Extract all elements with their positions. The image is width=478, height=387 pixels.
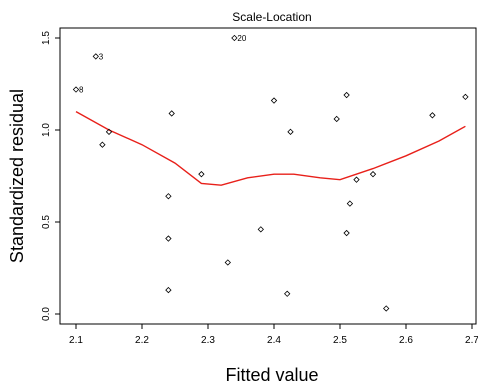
data-point: [429, 112, 436, 119]
data-point: [270, 97, 278, 104]
y-tick-label: 1.0: [41, 123, 52, 137]
data-point: [257, 226, 264, 233]
y-axis-label: Standardized residual: [7, 89, 27, 263]
y-tick-label: 1.5: [41, 31, 52, 45]
data-point: [99, 141, 106, 148]
data-point: [165, 235, 172, 242]
y-tick-label: 0.0: [41, 307, 52, 321]
x-axis: 2.1 2.2 2.3 2.4 2.5 2.6 2.7: [69, 324, 478, 346]
data-point: [198, 170, 205, 178]
data-point: [224, 259, 231, 266]
x-tick-label: 2.3: [201, 335, 215, 346]
plot-frame: [59, 27, 477, 325]
data-point: [105, 128, 113, 136]
x-tick-label: 2.1: [69, 335, 83, 346]
x-tick-label: 2.6: [399, 335, 413, 346]
data-point: [92, 53, 99, 60]
point-label: 3: [99, 52, 104, 61]
x-tick-label: 2.7: [465, 335, 478, 346]
data-point: [168, 110, 175, 117]
y-axis: 0.0 0.5 1.0 1.5: [41, 31, 60, 321]
x-tick-label: 2.4: [267, 335, 281, 346]
data-point: [72, 86, 80, 93]
data-point: [346, 200, 354, 207]
chart-title: Scale-Location: [232, 10, 311, 24]
data-point: [333, 115, 340, 123]
data-point: [231, 34, 238, 42]
x-tick-label: 2.5: [333, 335, 347, 346]
point-label: 20: [237, 34, 246, 43]
data-point: [462, 93, 469, 101]
point-label: 8: [79, 86, 84, 95]
data-point: [284, 290, 291, 297]
x-tick-label: 2.2: [135, 335, 149, 346]
data-point: [343, 91, 350, 99]
y-tick-label: 0.5: [41, 215, 52, 229]
data-point: [343, 229, 350, 237]
data-point: [165, 193, 172, 200]
data-point: [165, 286, 172, 294]
x-axis-label: Fitted value: [225, 365, 318, 385]
scatter-points: 8 3 20: [72, 34, 469, 312]
data-point: [369, 170, 377, 178]
data-point: [287, 128, 294, 136]
data-point: [353, 176, 360, 183]
smoother-line: [75, 110, 466, 186]
data-point: [383, 305, 390, 312]
